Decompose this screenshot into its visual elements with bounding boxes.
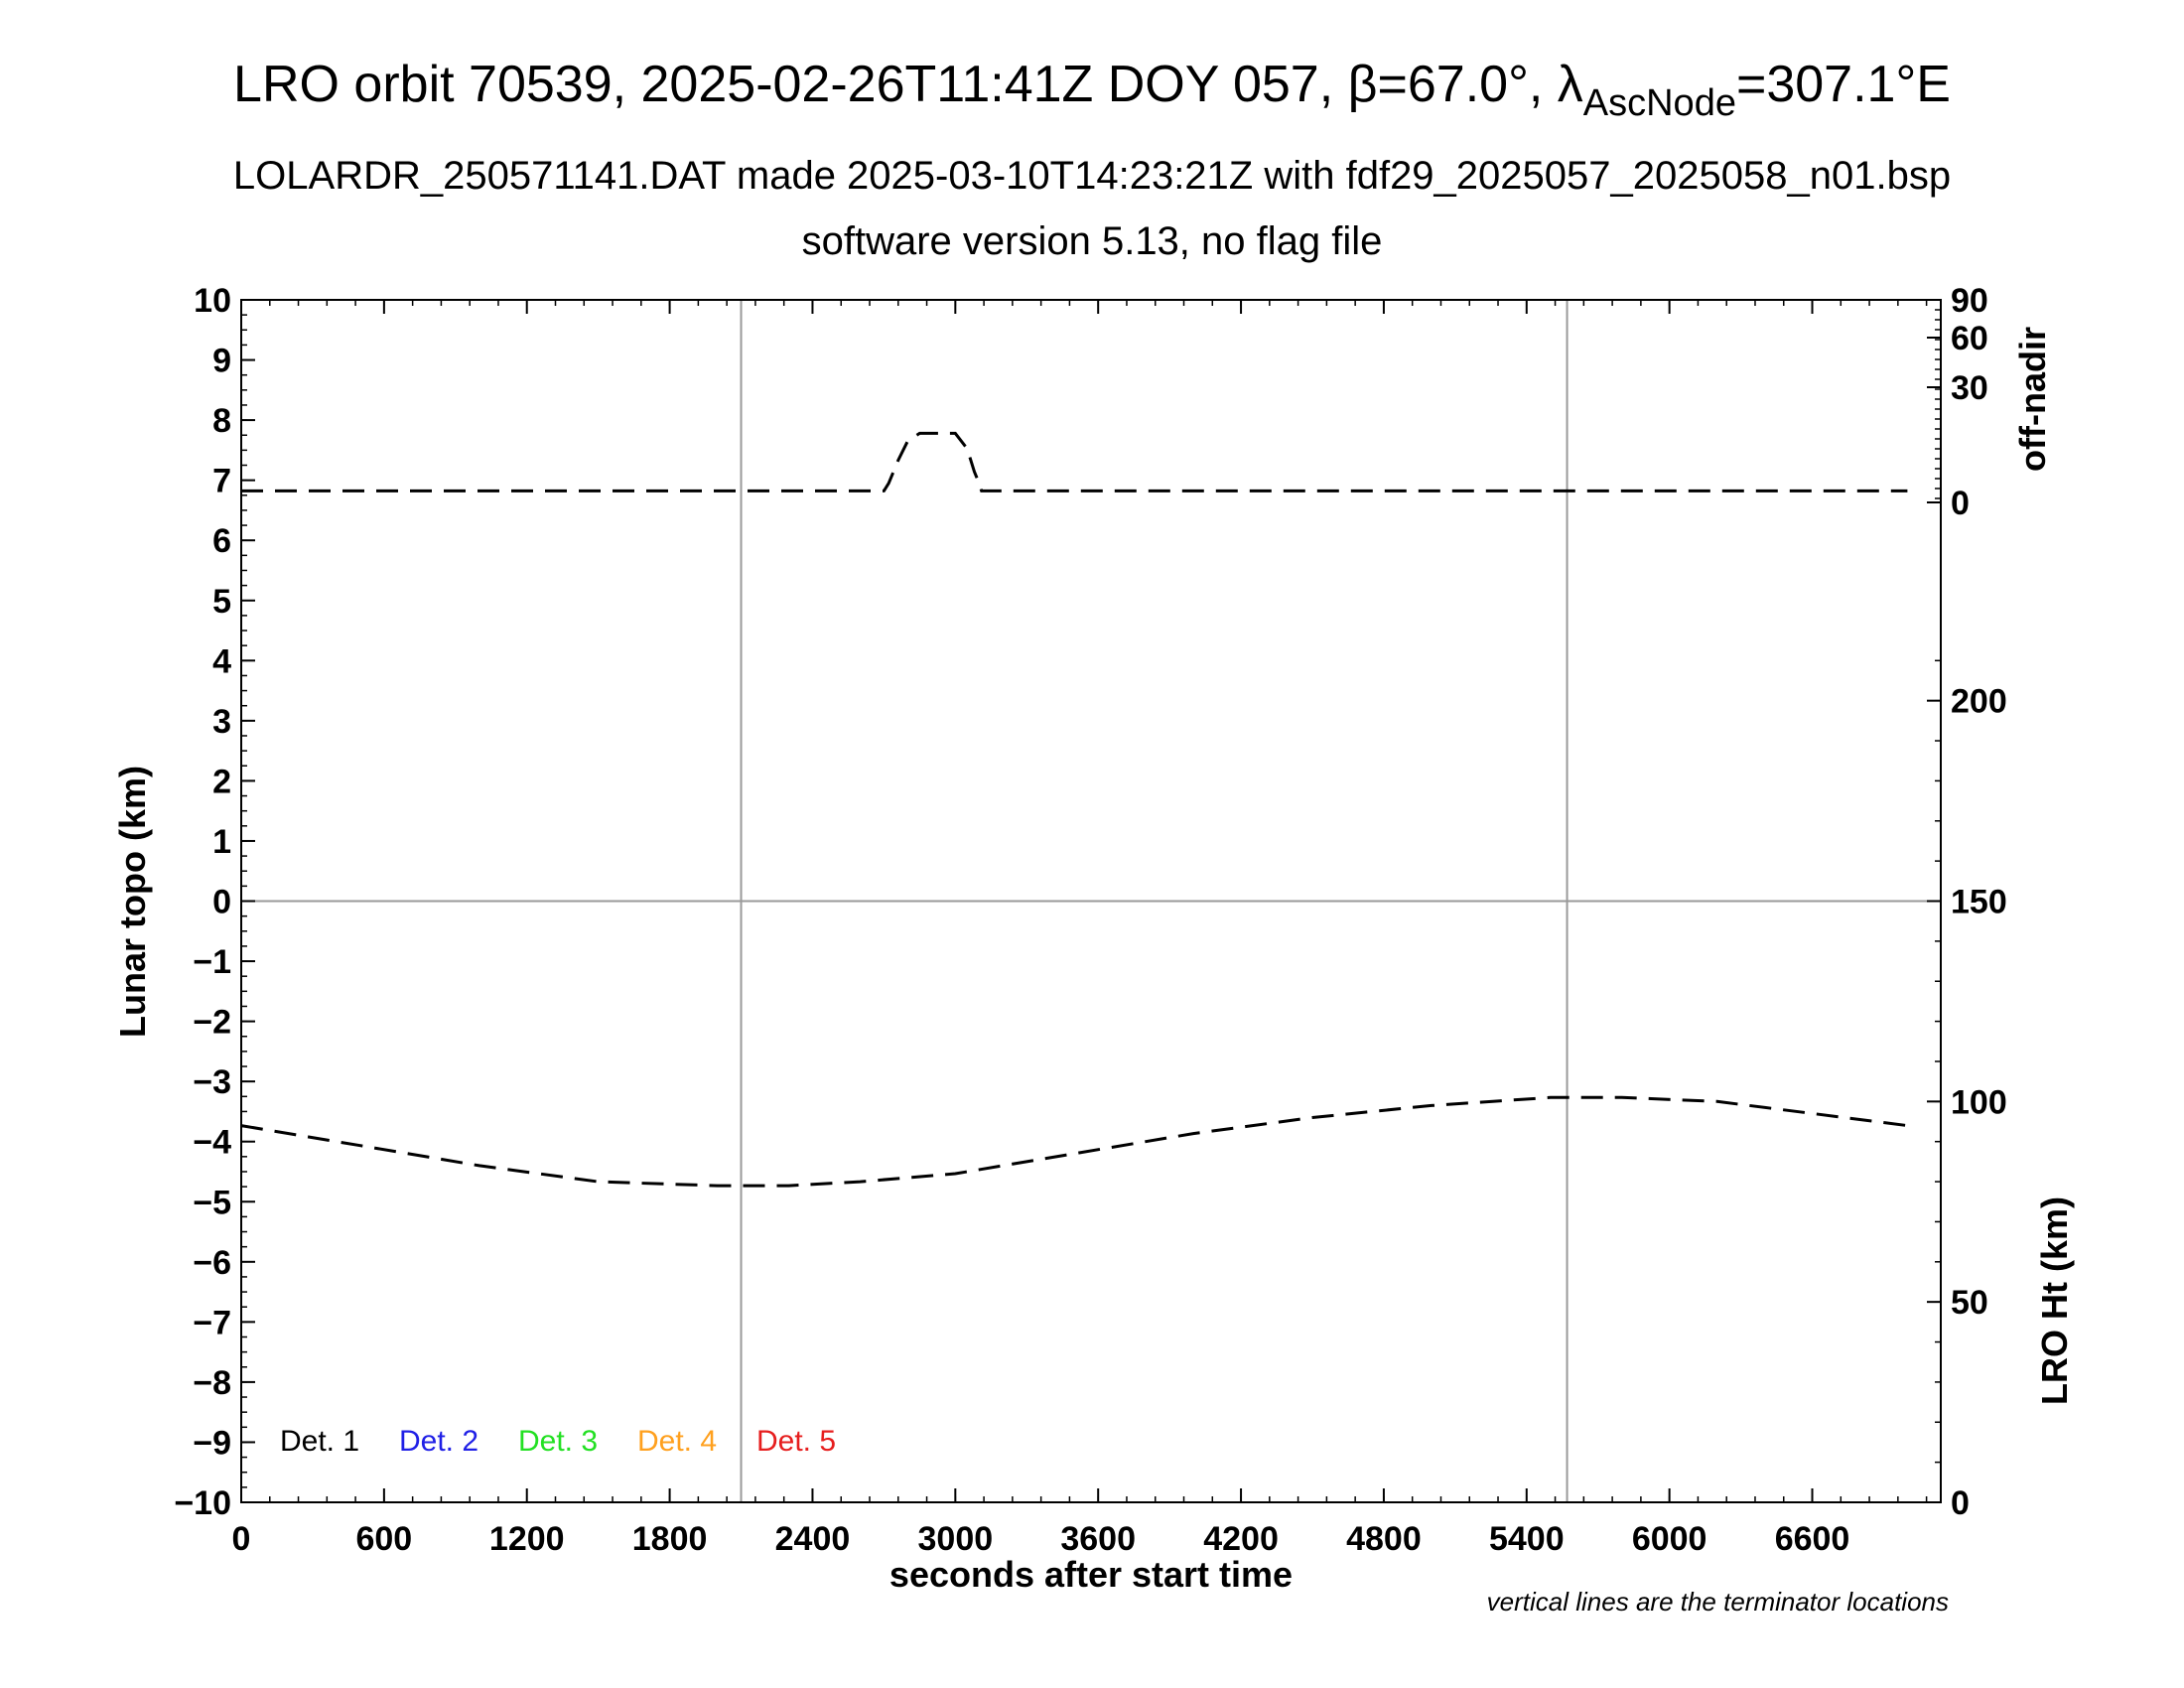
y-axis-label-left: Lunar topo (km): [112, 766, 153, 1038]
legend: Det. 1 Det. 2 Det. 3 Det. 4 Det. 5: [280, 1425, 836, 1458]
x-axis-label: seconds after start time: [889, 1554, 1293, 1595]
title-suffix: =307.1°E: [1736, 56, 1951, 113]
offnadir-tick-label-60: 60: [1951, 320, 1988, 357]
x-tick-label-4800: 4800: [1346, 1520, 1422, 1558]
y-tick-label-0: 0: [212, 884, 231, 921]
y-tick-label-9: 9: [212, 343, 231, 380]
y-axis-label-height: LRO Ht (km): [2034, 1196, 2075, 1405]
x-tick-label-5400: 5400: [1489, 1520, 1565, 1558]
y-tick-label-5: 5: [212, 583, 231, 621]
y-tick-label-6: 6: [212, 522, 231, 560]
legend-item-det-1: Det. 1: [280, 1425, 359, 1458]
legend-item-det-2: Det. 2: [399, 1425, 478, 1458]
height-tick-label-100: 100: [1951, 1083, 2007, 1121]
x-tick-label-0: 0: [232, 1520, 251, 1558]
height-tick-label-150: 150: [1951, 884, 2007, 921]
x-tick-label-1200: 1200: [489, 1520, 565, 1558]
series-line-off-nadir: [241, 431, 1908, 492]
height-tick-label-50: 50: [1951, 1284, 1988, 1322]
y-tick-label-7: 7: [212, 463, 231, 500]
y-tick-label-10: 10: [194, 282, 231, 320]
y-tick-label--2: −2: [193, 1004, 231, 1042]
y-tick-label--4: −4: [193, 1124, 231, 1162]
x-tick-label-3000: 3000: [918, 1520, 994, 1558]
height-tick-label-200: 200: [1951, 683, 2007, 721]
y-tick-label-4: 4: [212, 642, 231, 680]
x-tick-label-3600: 3600: [1060, 1520, 1136, 1558]
legend-item-det-5: Det. 5: [756, 1425, 836, 1458]
y-tick-label--5: −5: [193, 1184, 231, 1221]
series-line-lro-height: [240, 1095, 1908, 1188]
x-tick-label-4200: 4200: [1203, 1520, 1279, 1558]
legend-item-det-4: Det. 4: [637, 1425, 717, 1458]
y-tick-label--9: −9: [193, 1424, 231, 1462]
y-tick-label-2: 2: [212, 763, 231, 800]
x-tick-labels: 0 600 1200 1800 2400 3000 3600 4200 4800 5400 6000…: [232, 1520, 1850, 1558]
chart-subtitle-version: software version 5.13, no flag file: [802, 219, 1383, 263]
title-subscript: AscNode: [1583, 82, 1736, 124]
y-tick-label-8: 8: [212, 402, 231, 440]
chart-subtitle-file: LOLARDR_250571141.DAT made 2025-03-10T14…: [233, 154, 1951, 198]
terminator-note: vertical lines are the terminator locati…: [1487, 1587, 1949, 1617]
grid-lines: [241, 300, 1941, 1502]
y-tick-label-3: 3: [212, 703, 231, 741]
title-prefix: LRO orbit 70539, 2025-02-26T11:41Z DOY 0…: [233, 56, 1583, 113]
y-tick-label--10: −10: [174, 1484, 231, 1522]
x-tick-label-1800: 1800: [632, 1520, 708, 1558]
offnadir-tick-label-90: 90: [1951, 282, 1988, 320]
x-tick-label-6600: 6600: [1775, 1520, 1850, 1558]
height-tick-label-0: 0: [1951, 1484, 1970, 1522]
y-tick-label-1: 1: [212, 823, 231, 861]
tick-marks: [240, 299, 1941, 1503]
offnadir-tick-label-30: 30: [1951, 369, 1988, 407]
y-axis-label-offnadir: off-nadir: [2012, 327, 2053, 472]
chart-title: LRO orbit 70539, 2025-02-26T11:41Z DOY 0…: [233, 56, 1951, 124]
x-tick-label-6000: 6000: [1632, 1520, 1707, 1558]
y-tick-label--3: −3: [193, 1063, 231, 1101]
y-tick-label--8: −8: [193, 1364, 231, 1402]
series-group: [240, 431, 1908, 1188]
offnadir-tick-label-0: 0: [1951, 485, 1970, 522]
y-tick-label--7: −7: [193, 1304, 231, 1341]
x-tick-label-600: 600: [355, 1520, 412, 1558]
x-tick-label-2400: 2400: [775, 1520, 851, 1558]
y-tick-label--6: −6: [193, 1244, 231, 1282]
legend-item-det-3: Det. 3: [518, 1425, 598, 1458]
y-tick-label--1: −1: [193, 943, 231, 981]
